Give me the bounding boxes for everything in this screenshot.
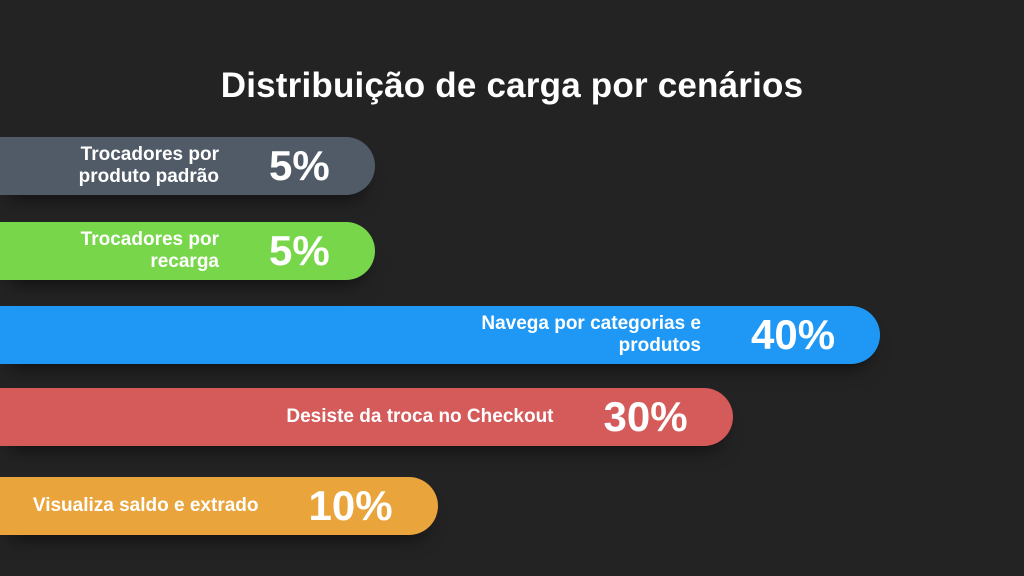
- bar-value-label: 30%: [603, 393, 688, 440]
- bar-category-label-line: Navega por categorias e: [481, 313, 701, 334]
- bar-value-label: 10%: [308, 482, 393, 529]
- bar-category-label-line: Desiste da troca no Checkout: [286, 406, 554, 427]
- bar-category-label: Desiste da troca no Checkout: [286, 406, 553, 428]
- bar-category-label-line: Trocadores por: [80, 229, 219, 250]
- bar-category-label: Trocadores por produto padrão: [79, 144, 219, 188]
- bar: 5% Trocadores por recarga: [0, 222, 375, 280]
- bar-value-label: 40%: [751, 311, 836, 358]
- bar-value-label: 5%: [269, 142, 330, 189]
- bar-category-label-line: Visualiza saldo e extrado: [32, 495, 259, 516]
- bar-category-label: Visualiza saldo e extrado: [33, 495, 259, 517]
- bar-category-label-line: recarga: [150, 251, 219, 272]
- bar: 10% Visualiza saldo e extrado: [0, 477, 438, 535]
- bar-value-label: 5%: [269, 227, 330, 274]
- bar-category-label: Navega por categorias e produtos: [481, 313, 701, 357]
- bar-category-label-line: Trocadores por: [80, 144, 219, 165]
- bar-category-label-line: produtos: [618, 335, 701, 356]
- bar: 30% Desiste da troca no Checkout: [0, 388, 733, 446]
- bar-category-label-line: produto padrão: [78, 166, 219, 187]
- chart-title: Distribuição de carga por cenários: [220, 66, 804, 105]
- bar-category-label: Trocadores por recarga: [81, 229, 219, 273]
- bar: 40% Navega por categorias e produtos: [0, 306, 880, 364]
- bar: 5% Trocadores por produto padrão: [0, 137, 375, 195]
